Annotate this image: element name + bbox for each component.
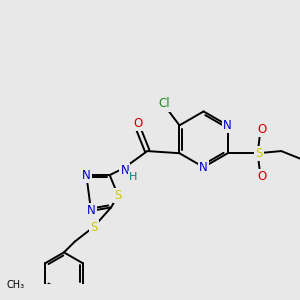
Text: S: S (114, 189, 122, 202)
Text: H: H (129, 172, 138, 182)
Text: O: O (133, 117, 142, 130)
Text: O: O (257, 123, 267, 136)
Text: CH₃: CH₃ (7, 280, 25, 290)
Text: S: S (90, 221, 98, 234)
Text: N: N (223, 119, 232, 132)
Text: N: N (87, 204, 95, 218)
Text: S: S (255, 147, 262, 160)
Text: N: N (82, 169, 91, 182)
Text: Cl: Cl (159, 98, 170, 110)
Text: O: O (257, 170, 267, 183)
Text: N: N (199, 160, 208, 174)
Text: N: N (120, 164, 129, 177)
